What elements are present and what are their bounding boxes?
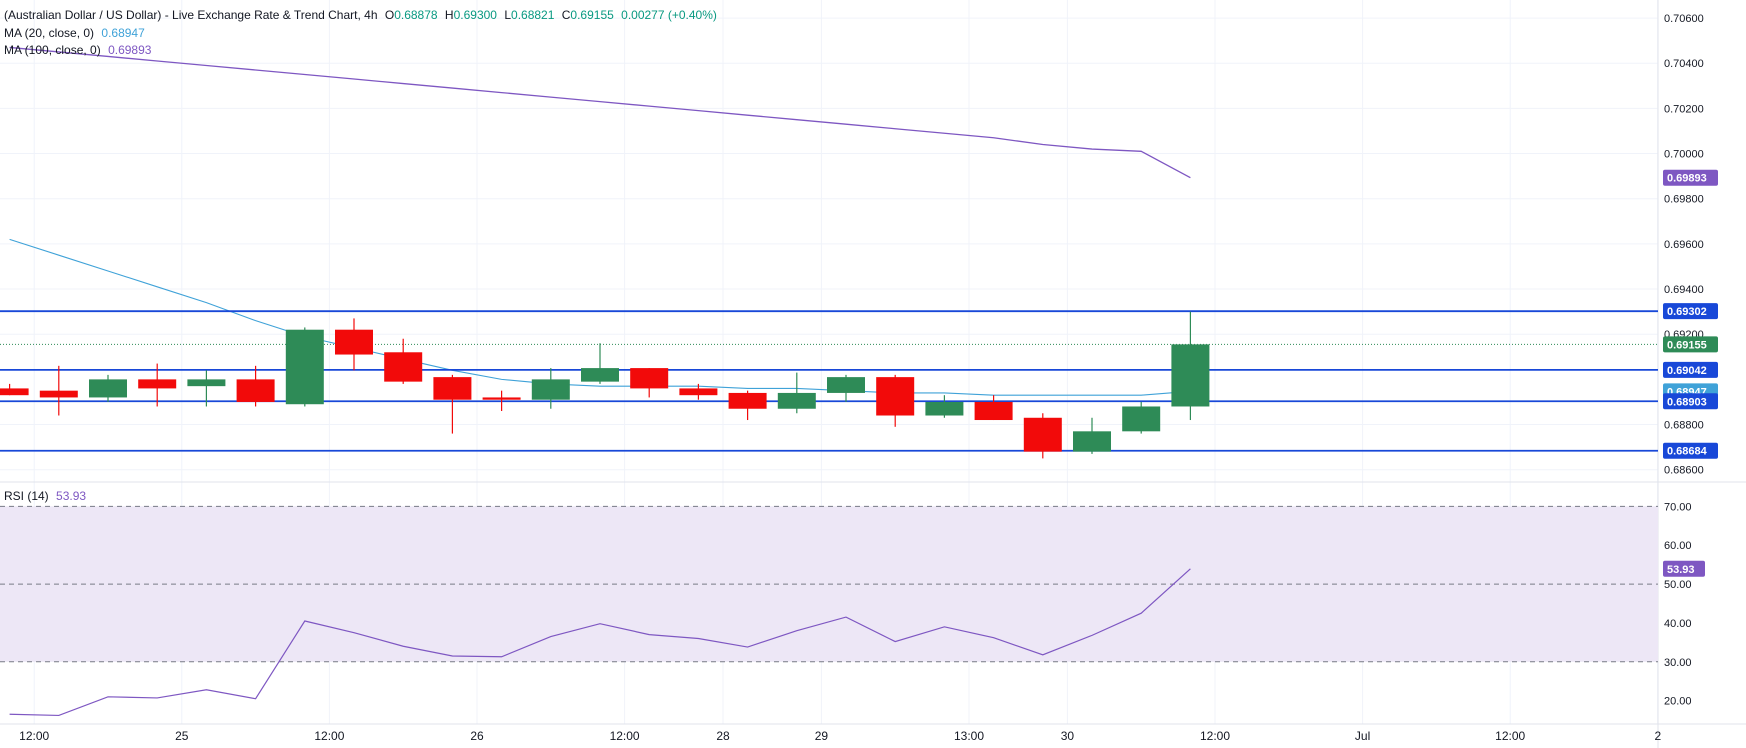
candle-body-16 xyxy=(777,392,816,409)
candle-body-10 xyxy=(482,397,521,400)
ma20-label: MA (20, close, 0) xyxy=(4,26,95,40)
candle-body-24 xyxy=(1171,344,1210,407)
price-tick-label-7: 0.70200 xyxy=(1664,103,1704,115)
rsi-badge-bg xyxy=(1663,560,1705,577)
rsi-tick-label-1: 30.00 xyxy=(1664,657,1692,669)
rsi-legend-value: 53.93 xyxy=(56,489,87,503)
price-badge-bg-1 xyxy=(1663,336,1718,353)
time-tick-label-12: 2 xyxy=(1654,729,1661,743)
low-label: L xyxy=(504,8,512,22)
ma100-value: 0.69893 xyxy=(108,43,152,57)
candle-body-17 xyxy=(827,377,865,393)
candle-body-3 xyxy=(138,379,177,389)
price-tick-label-1: 0.68800 xyxy=(1664,420,1704,432)
price-badge-label-1: 0.69155 xyxy=(1667,339,1707,351)
chart-title: (Australian Dollar / US Dollar) - Live E… xyxy=(4,8,378,22)
price-tick-label-4: 0.69600 xyxy=(1664,239,1704,251)
time-tick-label-5: 28 xyxy=(716,729,730,743)
price-badge-label-0: 0.69302 xyxy=(1667,306,1707,318)
open-label: O xyxy=(384,8,395,22)
rsi-badge-label: 53.93 xyxy=(1667,564,1695,576)
time-tick-label-9: 12:00 xyxy=(1200,729,1230,743)
price-tick-label-3: 0.69400 xyxy=(1664,284,1704,296)
candle-body-22 xyxy=(1073,431,1111,452)
open-value: 0.68878 xyxy=(394,8,438,22)
candle-body-12 xyxy=(581,368,619,382)
rsi-legend: RSI (14) 53.93 xyxy=(4,489,90,503)
price-tick-label-8: 0.70400 xyxy=(1664,58,1704,70)
close-label: C xyxy=(561,8,571,22)
candle-body-9 xyxy=(433,377,472,400)
candle-body-18 xyxy=(876,377,915,416)
candle-body-15 xyxy=(728,392,767,409)
candle-body-0 xyxy=(0,388,29,396)
candle-body-23 xyxy=(1122,406,1161,432)
ma20-value: 0.68947 xyxy=(101,26,145,40)
candle-body-7 xyxy=(335,329,373,355)
rsi-tick-label-5: 70.00 xyxy=(1664,501,1692,513)
ma100-legend: MA (100, close, 0) 0.69893 xyxy=(4,43,155,57)
low-value: 0.68821 xyxy=(511,8,555,22)
time-tick-label-4: 12:00 xyxy=(610,729,640,743)
time-tick-label-10: Jul xyxy=(1355,729,1370,743)
time-tick-label-0: 12:00 xyxy=(19,729,49,743)
price-badge-label-4: 0.68903 xyxy=(1667,396,1707,408)
candle-body-4 xyxy=(187,379,226,387)
rsi-tick-label-0: 20.00 xyxy=(1664,696,1692,708)
price-tick-label-6: 0.70000 xyxy=(1664,149,1704,161)
time-tick-label-11: 12:00 xyxy=(1495,729,1525,743)
candle-body-20 xyxy=(974,401,1013,421)
time-tick-label-6: 29 xyxy=(815,729,829,743)
time-tick-label-8: 30 xyxy=(1061,729,1075,743)
price-badge-bg-2 xyxy=(1663,361,1718,378)
price-badge-bg-5 xyxy=(1663,442,1718,459)
time-tick-label-1: 25 xyxy=(175,729,189,743)
ma20-legend: MA (20, close, 0) 0.68947 xyxy=(4,26,149,40)
ma100-label: MA (100, close, 0) xyxy=(4,43,101,57)
price-badge-label-6: 0.69893 xyxy=(1667,173,1707,185)
price-tick-label-5: 0.69800 xyxy=(1664,194,1704,206)
change-value: 0.00277 (+0.40%) xyxy=(621,8,717,22)
candle-body-5 xyxy=(236,379,275,402)
rsi-line xyxy=(9,568,1191,717)
rsi-tick-label-4: 60.00 xyxy=(1664,540,1692,552)
ma100-line xyxy=(9,46,1191,179)
high-label: H xyxy=(444,8,454,22)
price-tick-label-9: 0.70600 xyxy=(1664,13,1704,25)
price-legend: (Australian Dollar / US Dollar) - Live E… xyxy=(4,8,721,22)
rsi-tick-label-2: 40.00 xyxy=(1664,618,1692,630)
candle-body-11 xyxy=(531,379,570,400)
time-tick-label-3: 26 xyxy=(470,729,484,743)
candle-body-19 xyxy=(925,401,964,416)
price-badge-label-2: 0.69042 xyxy=(1667,365,1707,377)
price-badge-label-5: 0.68684 xyxy=(1667,446,1708,458)
rsi-tick-label-3: 50.00 xyxy=(1664,579,1692,591)
candle-body-13 xyxy=(630,368,669,389)
candle-body-2 xyxy=(89,379,127,398)
price-tick-label-0: 0.68600 xyxy=(1664,465,1704,477)
price-badge-bg-4 xyxy=(1663,393,1718,410)
rsi-label: RSI (14) xyxy=(4,489,49,503)
candle-body-8 xyxy=(384,352,423,382)
time-tick-label-7: 13:00 xyxy=(954,729,984,743)
candle-body-6 xyxy=(285,329,324,405)
price-badge-bg-0 xyxy=(1663,303,1718,320)
close-value: 0.69155 xyxy=(570,8,614,22)
time-tick-label-2: 12:00 xyxy=(314,729,344,743)
price-badge-bg-6 xyxy=(1663,169,1718,186)
candle-body-14 xyxy=(679,388,718,396)
candle-body-21 xyxy=(1023,417,1062,452)
high-value: 0.69300 xyxy=(453,8,497,22)
candle-body-1 xyxy=(39,390,78,398)
